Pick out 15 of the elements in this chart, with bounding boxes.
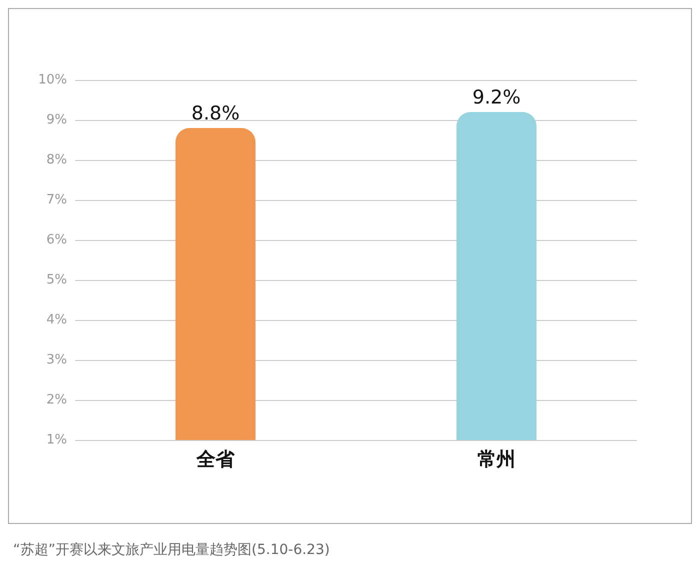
y-tick-label: 5% [46, 272, 67, 288]
text: “苏超”开赛以来文旅产业用电量趋势图(5.10-6.23) [13, 542, 330, 558]
y-tick-label: 6% [46, 232, 67, 248]
data-label: 9.2% [472, 86, 521, 108]
y-tick-label: 4% [46, 312, 67, 328]
y-tick-label: 7% [46, 192, 67, 208]
y-tick-label: 9% [46, 112, 67, 128]
y-tick-label: 1% [46, 432, 67, 448]
data-label: 8.8% [191, 102, 240, 124]
y-tick-label: 2% [46, 392, 67, 408]
y-tick-label: 3% [46, 352, 67, 368]
y-tick-label: 10% [38, 72, 67, 88]
x-tick-label: 全省 [196, 448, 236, 470]
y-tick-label: 8% [46, 152, 67, 168]
x-tick-label: 常州 [478, 448, 516, 470]
